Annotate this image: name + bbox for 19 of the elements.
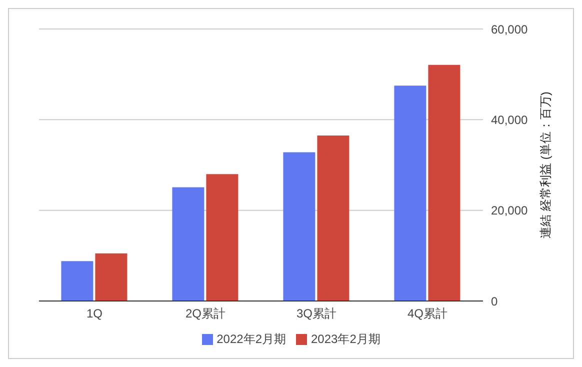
bar (206, 174, 238, 301)
x-tick-label: 1Q (86, 306, 103, 321)
y-tick-label: 20,000 (491, 204, 528, 218)
y-tick-label: 60,000 (491, 22, 528, 36)
legend-label: 2022年2月期 (216, 332, 286, 346)
bar (61, 261, 94, 301)
legend-label: 2023年2月期 (311, 332, 380, 346)
x-tick-label: 3Q累計 (296, 306, 337, 321)
bar (428, 64, 460, 301)
y-axis-title: 連結 経常利益 (単位：百万) (538, 92, 552, 238)
y-tick-label: 40,000 (491, 112, 528, 127)
bar (394, 86, 426, 301)
x-tick-label: 4Q累計 (407, 306, 448, 321)
y-tick-label: 0 (491, 294, 498, 308)
x-tick-label: 2Q累計 (185, 306, 226, 321)
bar (172, 187, 204, 301)
bar (95, 253, 128, 301)
bar (317, 136, 350, 301)
bar (283, 152, 316, 301)
